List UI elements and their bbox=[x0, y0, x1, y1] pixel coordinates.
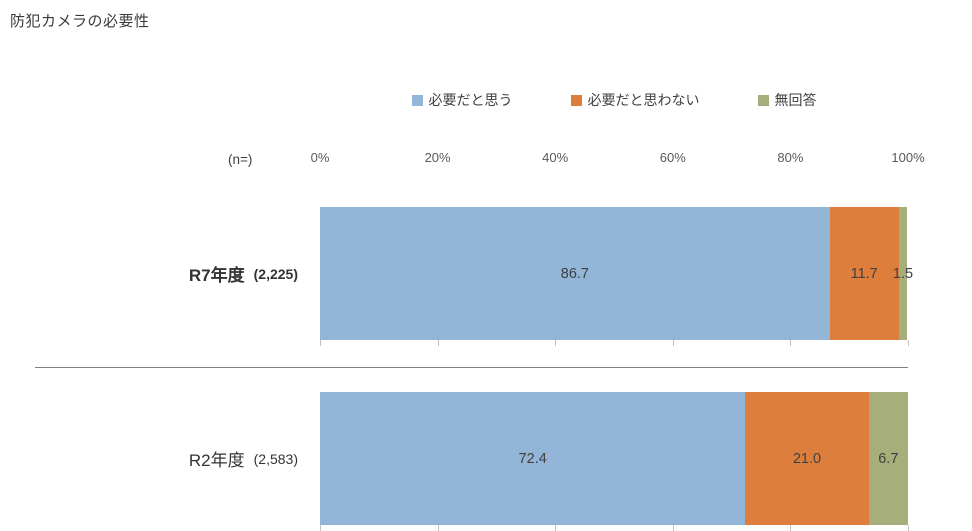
axis-tick-strip bbox=[320, 525, 909, 531]
legend-label: 必要だと思う bbox=[428, 92, 513, 108]
axis-tick-mark bbox=[908, 340, 909, 346]
axis-tick-mark bbox=[320, 525, 321, 531]
stacked-bar-r7: 86.7 11.7 1.5 bbox=[320, 207, 913, 340]
category-label: R2年度 bbox=[188, 451, 245, 470]
axis-tick-mark bbox=[908, 525, 909, 531]
x-axis-tick-label: 100% bbox=[891, 150, 925, 165]
x-axis-tick-labels: 0% 20% 40% 60% 80% 100% bbox=[311, 150, 925, 166]
sample-size-label: (2,225) bbox=[253, 265, 298, 282]
data-label: 72.4 bbox=[518, 450, 547, 467]
axis-tick-strip bbox=[320, 340, 909, 346]
legend-item-no-answer: 無回答 bbox=[757, 90, 817, 110]
legend-label: 必要だと思わない bbox=[587, 92, 700, 108]
bar-segment-think-necessary: 86.7 bbox=[320, 207, 830, 340]
data-label: 21.0 bbox=[792, 450, 822, 467]
axis-tick-mark bbox=[672, 340, 674, 346]
bar-segment-no-answer: 6.7 bbox=[868, 392, 908, 525]
axis-tick-mark bbox=[437, 340, 439, 346]
n-equals-label: (n=) bbox=[228, 152, 253, 167]
sample-size-label: (2,583) bbox=[253, 450, 298, 467]
data-label: 1.5 bbox=[892, 265, 914, 282]
row-label-r2: R2年度 (2,583) bbox=[0, 392, 320, 525]
axis-tick-mark bbox=[555, 340, 557, 346]
legend-label: 無回答 bbox=[774, 92, 817, 108]
axis-tick-mark bbox=[672, 525, 674, 531]
legend-swatch-icon bbox=[411, 94, 423, 106]
axis-tick-mark bbox=[790, 525, 792, 531]
legend-item-think-not-necessary: 必要だと思わない bbox=[570, 90, 700, 110]
axis-tick-mark bbox=[437, 525, 439, 531]
data-label: 11.7 bbox=[850, 265, 878, 282]
row-separator-line bbox=[35, 367, 908, 368]
stacked-bar-r2: 72.4 21.0 6.7 bbox=[320, 392, 908, 525]
axis-tick-mark bbox=[320, 340, 321, 346]
axis-tick-mark bbox=[790, 340, 792, 346]
x-axis-tick-label: 20% bbox=[424, 150, 451, 165]
legend-swatch-icon bbox=[570, 94, 582, 106]
data-label: 6.7 bbox=[878, 450, 899, 467]
row-label-r7: R7年度 (2,225) bbox=[0, 207, 320, 340]
x-axis-tick-label: 80% bbox=[777, 150, 804, 165]
legend-swatch-icon bbox=[757, 94, 769, 106]
bar-segment-think-not-necessary: 21.0 bbox=[745, 392, 869, 525]
legend-item-think-necessary: 必要だと思う bbox=[411, 90, 513, 110]
x-axis-tick-label: 40% bbox=[542, 150, 569, 165]
x-axis-tick-label: 0% bbox=[310, 150, 330, 165]
category-label: R7年度 bbox=[188, 266, 245, 285]
data-label: 86.7 bbox=[560, 265, 589, 282]
bar-segment-no-answer: 1.5 bbox=[893, 207, 913, 340]
chart-title: 防犯カメラの必要性 bbox=[10, 13, 150, 30]
bar-segment-think-necessary: 72.4 bbox=[320, 392, 746, 525]
axis-tick-mark bbox=[555, 525, 557, 531]
legend: 必要だと思う 必要だと思わない 無回答 bbox=[320, 90, 908, 110]
bar-segment-think-not-necessary: 11.7 bbox=[829, 207, 899, 340]
x-axis-tick-label: 60% bbox=[659, 150, 686, 165]
